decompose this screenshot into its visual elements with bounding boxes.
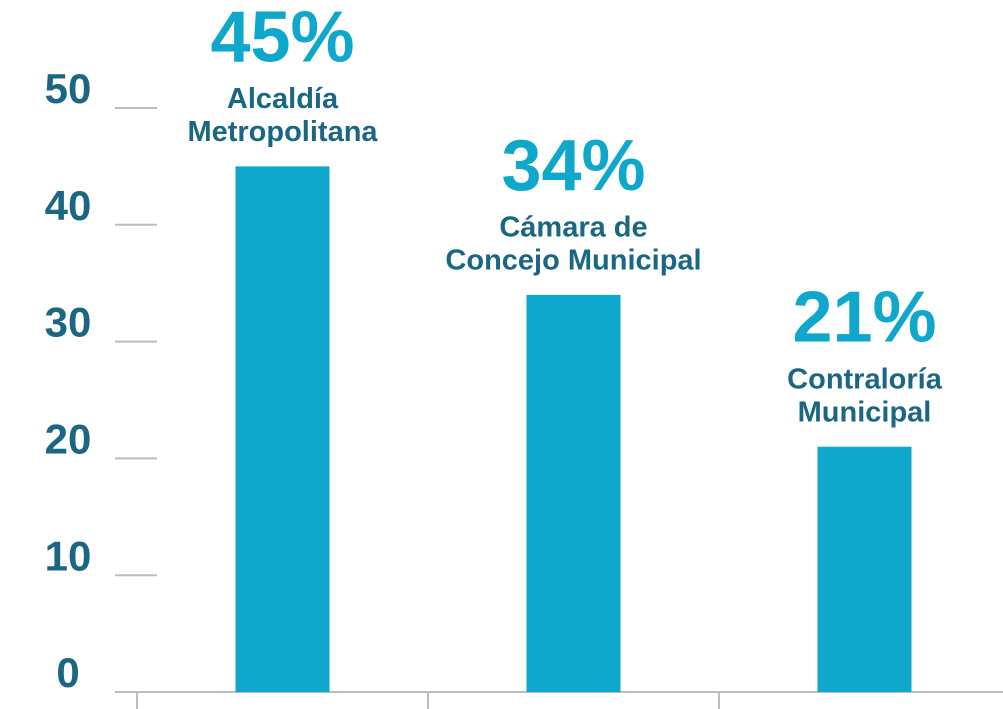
y-tick-label: 10: [45, 532, 92, 579]
value-label: 34%: [501, 126, 645, 206]
value-label: 45%: [210, 0, 354, 77]
category-label: Contraloría: [787, 363, 943, 395]
y-tick-label: 30: [45, 299, 92, 346]
category-label: Concejo Municipal: [445, 245, 701, 277]
y-tick-label: 50: [45, 65, 92, 112]
y-tick-label: 40: [45, 182, 92, 229]
bar: [235, 166, 330, 692]
bar: [817, 446, 912, 692]
bar: [526, 294, 621, 692]
y-tick-label: 0: [56, 649, 79, 696]
y-tick-label: 20: [45, 415, 92, 462]
category-label: Metropolitana: [187, 116, 378, 148]
category-label: Municipal: [798, 396, 932, 428]
category-label: Cámara de: [499, 212, 647, 244]
value-label: 21%: [792, 278, 936, 358]
category-label: Alcaldía: [227, 83, 339, 115]
